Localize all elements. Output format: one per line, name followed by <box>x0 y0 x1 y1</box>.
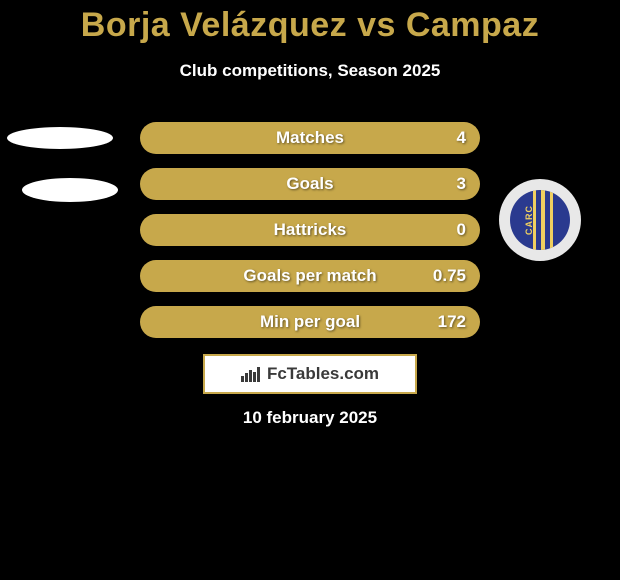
comparison-title: Borja Velázquez vs Campaz <box>0 0 620 45</box>
stat-value-right: 3 <box>457 174 466 194</box>
club-badge-inner: CARC <box>510 190 571 251</box>
stat-row: Goals 3 <box>140 168 480 200</box>
club-stripe-2 <box>541 190 545 251</box>
stat-row: Min per goal 172 <box>140 306 480 338</box>
stat-label: Goals per match <box>243 266 376 286</box>
stat-value-right: 4 <box>457 128 466 148</box>
stat-row: Goals per match 0.75 <box>140 260 480 292</box>
stat-label: Goals <box>286 174 333 194</box>
stat-value-right: 0.75 <box>433 266 466 286</box>
stat-row: Hattricks 0 <box>140 214 480 246</box>
watermark-text: FcTables.com <box>267 364 379 384</box>
club-badge: CARC <box>499 179 581 261</box>
player-placeholder-ellipse <box>22 178 118 202</box>
stat-label: Hattricks <box>274 220 347 240</box>
stat-value-right: 172 <box>438 312 466 332</box>
club-badge-label: CARC <box>524 205 534 235</box>
stat-label: Matches <box>276 128 344 148</box>
watermark: FcTables.com <box>203 354 417 394</box>
bar-chart-icon <box>241 366 261 382</box>
generation-date: 10 february 2025 <box>0 408 620 428</box>
comparison-subtitle: Club competitions, Season 2025 <box>0 61 620 81</box>
stat-label: Min per goal <box>260 312 360 332</box>
club-stripe-3 <box>550 190 554 251</box>
player-placeholder-ellipse <box>7 127 113 149</box>
stat-row: Matches 4 <box>140 122 480 154</box>
stat-value-right: 0 <box>457 220 466 240</box>
